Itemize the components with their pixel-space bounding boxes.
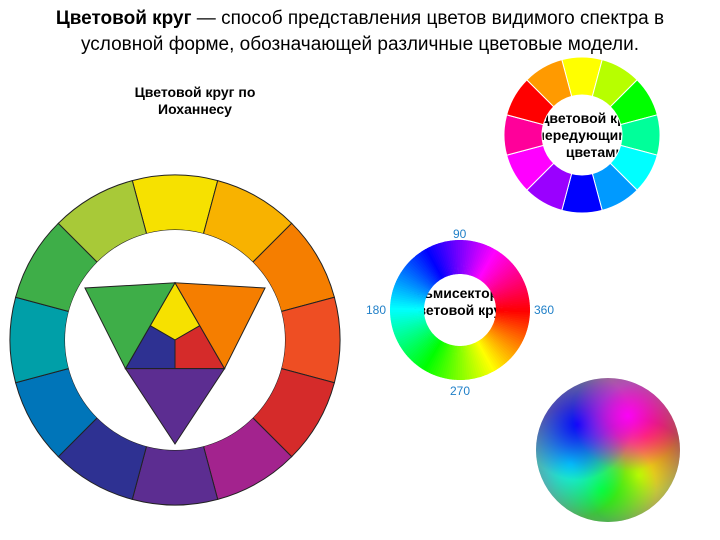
- diagram-canvas: [0, 0, 720, 540]
